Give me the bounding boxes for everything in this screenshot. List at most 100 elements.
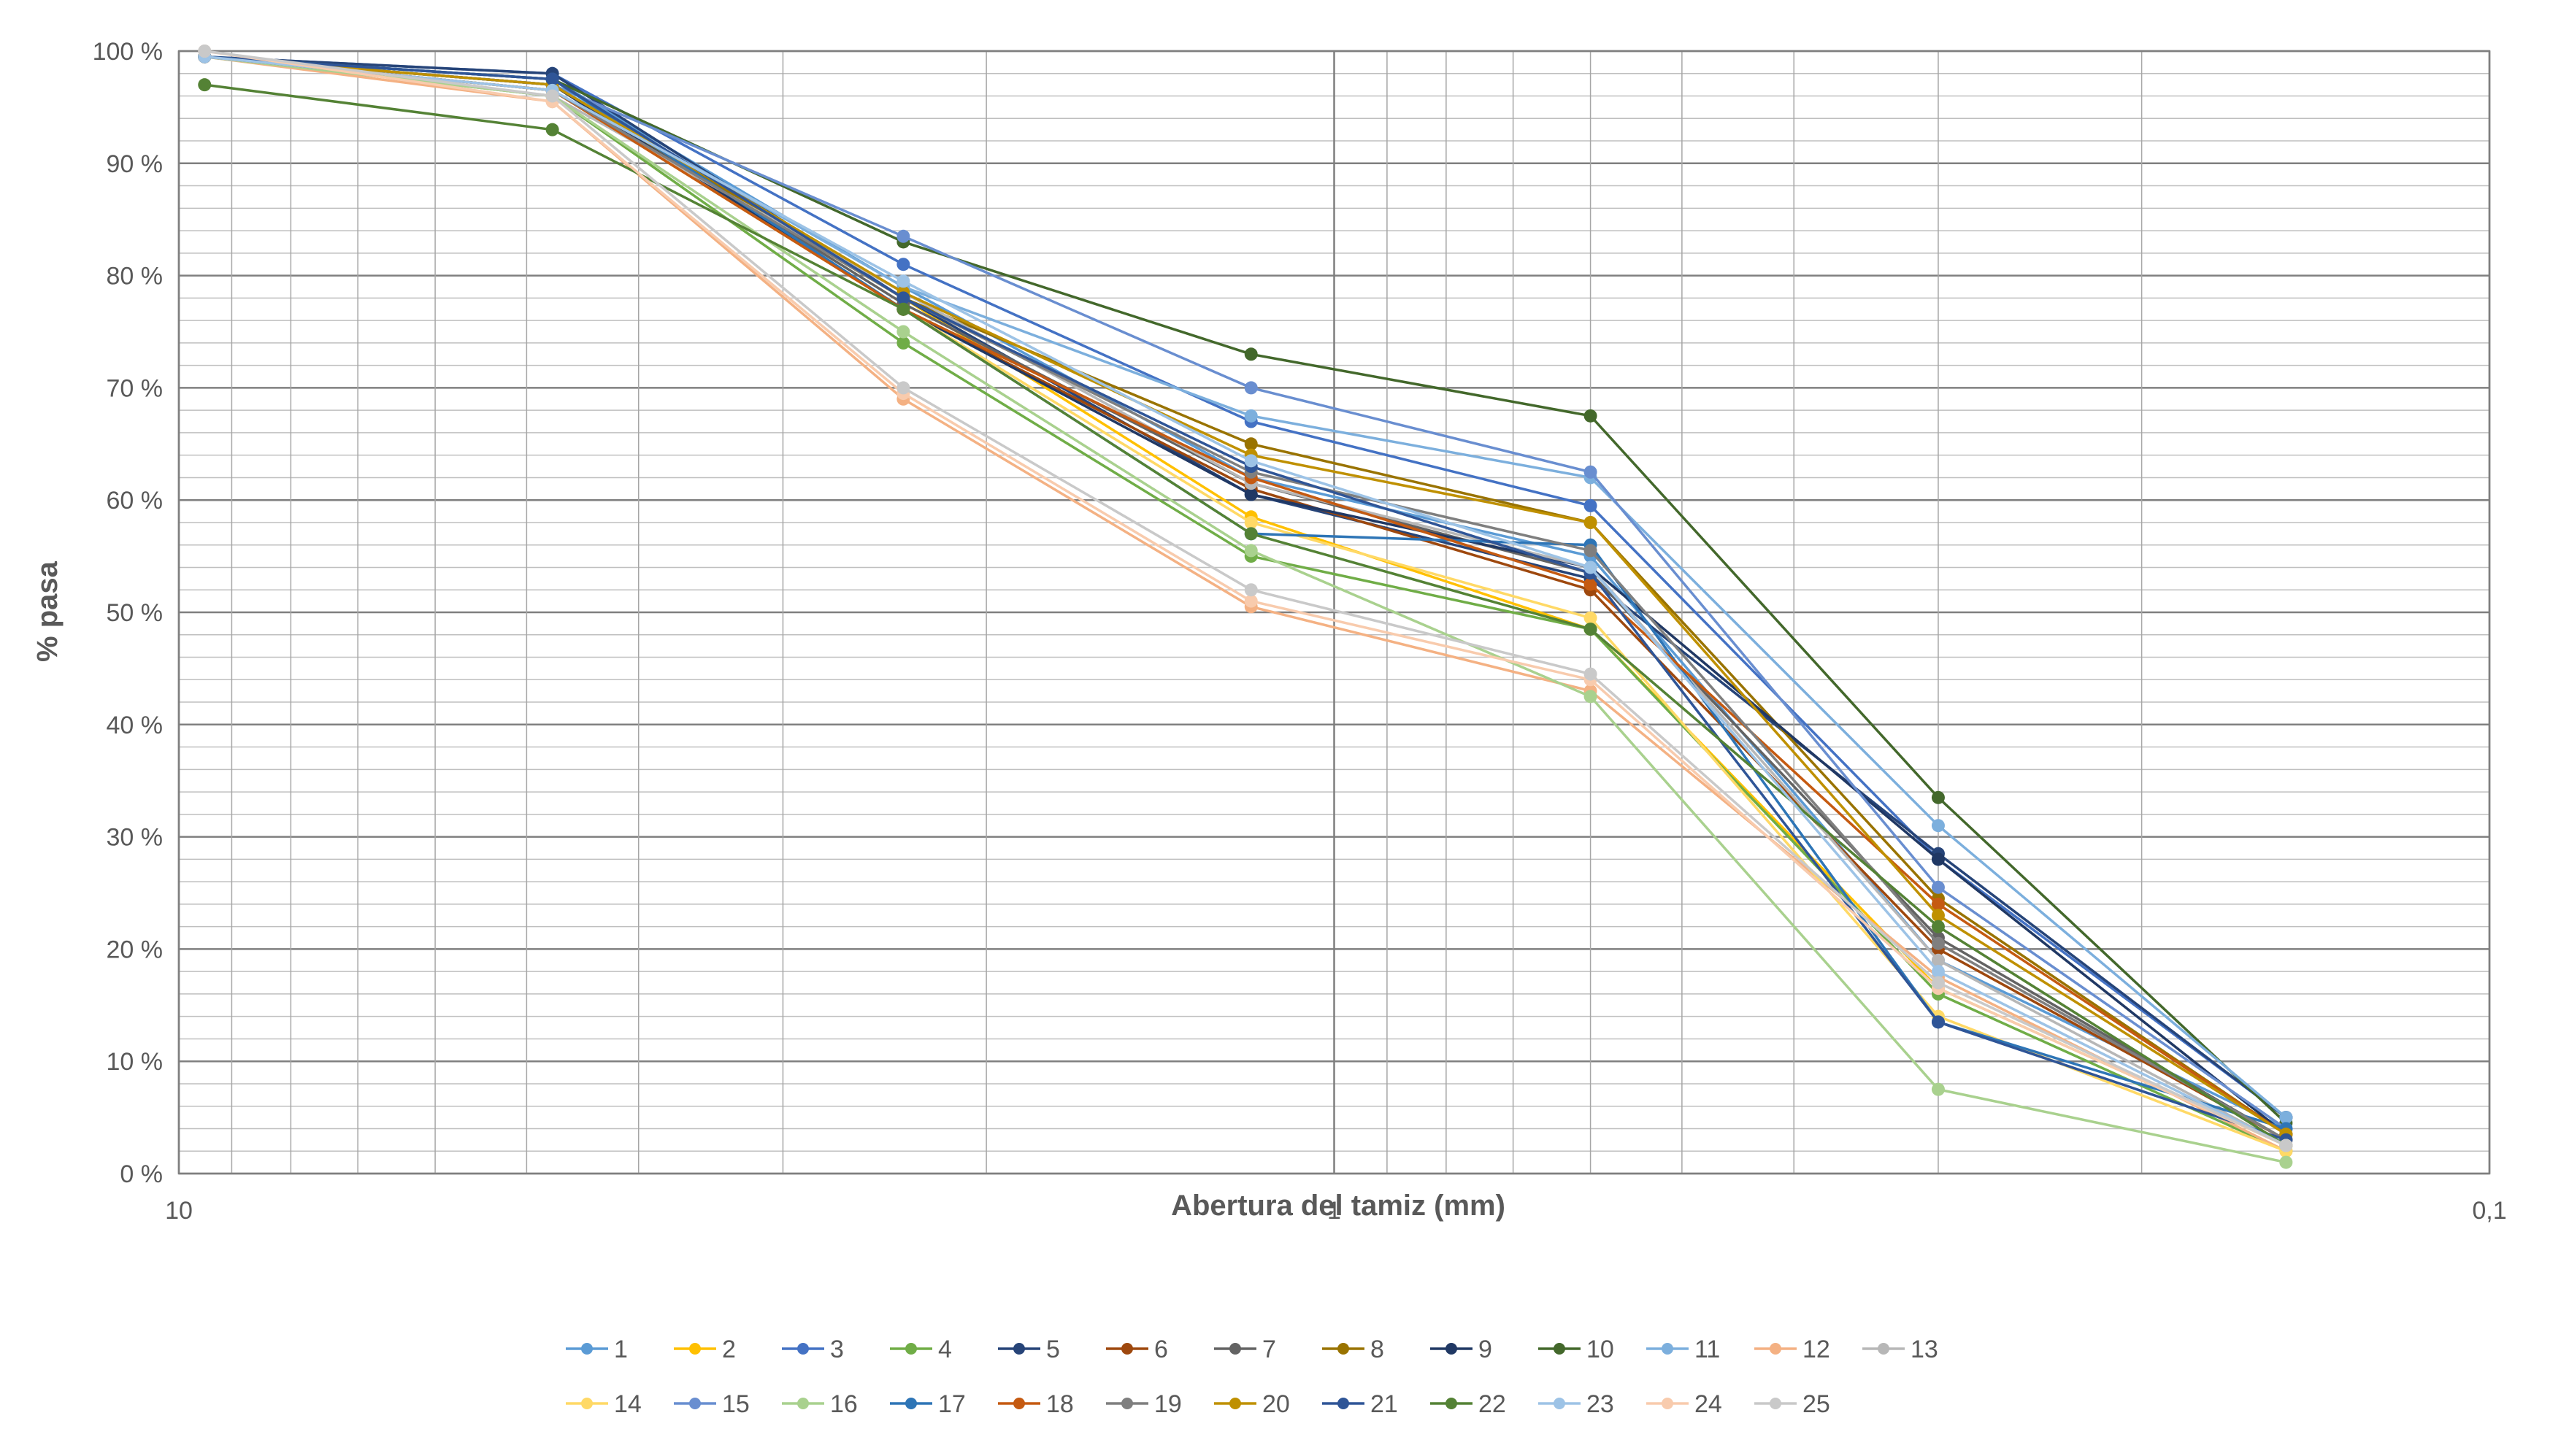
data-point <box>1244 409 1258 423</box>
data-point <box>1244 527 1258 541</box>
data-point <box>198 45 212 58</box>
legend-label: 14 <box>614 1390 642 1418</box>
legend-item: 18 <box>998 1390 1074 1418</box>
legend-swatch-marker <box>1662 1398 1673 1409</box>
legend-item: 13 <box>1862 1336 1938 1363</box>
legend-label: 12 <box>1802 1336 1830 1363</box>
data-point <box>1244 488 1258 501</box>
legend-item: 16 <box>782 1390 858 1418</box>
legend-swatch-marker <box>1337 1343 1349 1355</box>
series-line <box>204 55 2287 1136</box>
legend-label: 22 <box>1478 1390 1506 1418</box>
legend-label: 25 <box>1802 1390 1830 1418</box>
series-lines <box>198 45 2293 1169</box>
legend-item: 19 <box>1106 1390 1182 1418</box>
legend-swatch-marker <box>905 1398 917 1409</box>
legend-label: 11 <box>1694 1336 1720 1363</box>
data-point <box>1931 976 1945 990</box>
plot-area-border <box>177 50 2491 1175</box>
series-8 <box>198 50 2293 1141</box>
legend-item: 17 <box>890 1390 966 1418</box>
y-tick-label: 20 % <box>107 936 164 963</box>
data-point <box>1931 920 1945 933</box>
series-20 <box>198 50 2293 1141</box>
y-axis-tick-labels: 0 % 10 % 20 % 30 % 40 % 50 % 60 % 70 % 80 % 90 % 1… <box>93 38 163 1188</box>
data-point <box>1583 515 1597 529</box>
legend-item: 24 <box>1646 1390 1722 1418</box>
legend-label: 20 <box>1262 1390 1290 1418</box>
data-point <box>1583 577 1597 591</box>
legend-item: 8 <box>1322 1336 1384 1363</box>
legend-item: 14 <box>566 1390 642 1418</box>
legend-item: 23 <box>1538 1390 1614 1418</box>
data-point <box>896 258 910 271</box>
data-point <box>1244 437 1258 451</box>
x-tick-label: 1 <box>1327 1197 1341 1225</box>
x-axis-tick-labels: 10 1 0,1 <box>165 1197 2507 1225</box>
legend-swatch-marker <box>1121 1398 1133 1409</box>
legend-item: 22 <box>1430 1390 1506 1418</box>
data-point <box>1583 498 1597 512</box>
legend-label: 15 <box>722 1390 750 1418</box>
legend-item: 2 <box>674 1336 736 1363</box>
data-point <box>1244 594 1258 608</box>
series-line <box>204 55 2287 1136</box>
series-9 <box>198 50 2293 1141</box>
y-tick-label: 100 % <box>93 38 163 66</box>
legend-label: 18 <box>1046 1390 1074 1418</box>
legend-swatch-marker <box>797 1398 809 1409</box>
data-point <box>1931 819 1945 833</box>
data-point <box>1583 611 1597 625</box>
legend-item: 5 <box>998 1336 1060 1363</box>
legend-label: 19 <box>1154 1390 1182 1418</box>
legend-label: 3 <box>830 1336 844 1363</box>
data-point <box>896 302 910 316</box>
legend-swatch-marker <box>1229 1343 1241 1355</box>
data-point <box>1583 544 1597 558</box>
legend-swatch-marker <box>1229 1398 1241 1409</box>
data-point <box>545 89 559 103</box>
legend-swatch-marker <box>1770 1343 1781 1355</box>
data-point <box>896 325 910 339</box>
legend-label: 5 <box>1046 1336 1060 1363</box>
series-22 <box>198 78 2293 1152</box>
legend-item: 25 <box>1754 1390 1830 1418</box>
y-tick-label: 50 % <box>107 599 164 627</box>
data-point <box>1931 852 1945 866</box>
legend-swatch-marker <box>1445 1398 1457 1409</box>
legend-swatch-marker <box>581 1343 593 1355</box>
legend-item: 11 <box>1646 1336 1720 1363</box>
legend-swatch-marker <box>1878 1343 1889 1355</box>
data-point <box>896 381 910 395</box>
legend-swatch-marker <box>1662 1343 1673 1355</box>
legend-label: 21 <box>1370 1390 1398 1418</box>
data-point <box>1583 465 1597 479</box>
series-18 <box>198 50 2293 1141</box>
y-tick-label: 0 % <box>120 1160 163 1188</box>
legend-label: 7 <box>1262 1336 1276 1363</box>
legend-swatch-marker <box>581 1398 593 1409</box>
legend-item: 15 <box>674 1390 750 1418</box>
data-point <box>896 336 910 350</box>
data-point <box>1931 965 1945 979</box>
series-24 <box>198 45 2293 1152</box>
legend-swatch-marker <box>1445 1343 1457 1355</box>
y-tick-label: 80 % <box>107 263 164 290</box>
data-point <box>1931 1082 1945 1096</box>
legend-item: 7 <box>1214 1336 1276 1363</box>
legend-label: 24 <box>1694 1390 1722 1418</box>
y-tick-label: 70 % <box>107 374 164 402</box>
data-point <box>1244 583 1258 597</box>
data-point <box>1583 561 1597 574</box>
legend-swatch-marker <box>905 1343 917 1355</box>
series-line <box>204 55 2287 1136</box>
data-point <box>1583 623 1597 636</box>
legend-swatch-marker <box>689 1398 701 1409</box>
y-tick-label: 10 % <box>107 1048 164 1076</box>
data-point <box>896 274 910 288</box>
legend-swatch-marker <box>1121 1343 1133 1355</box>
data-point <box>1244 454 1258 468</box>
data-point <box>1931 953 1945 967</box>
data-point <box>1931 880 1945 894</box>
